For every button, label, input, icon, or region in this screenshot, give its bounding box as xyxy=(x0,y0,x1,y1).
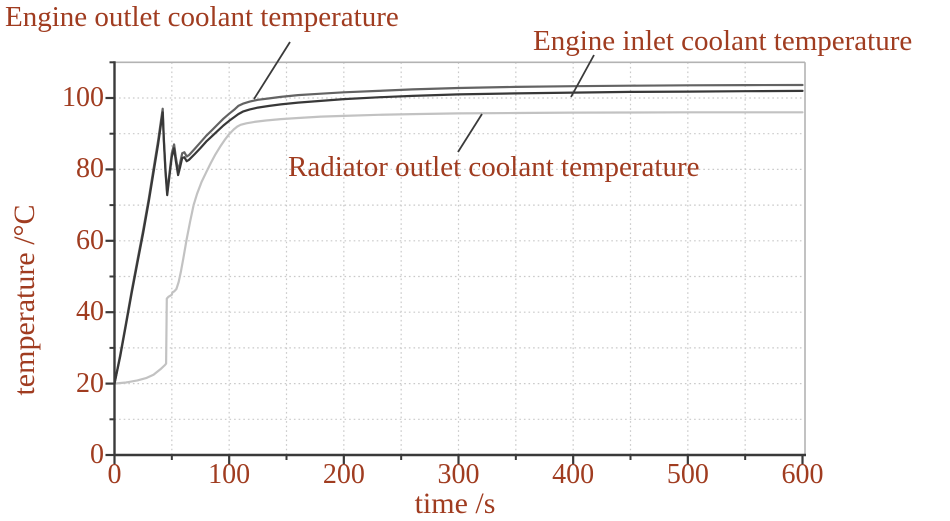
y-tick-label: 80 xyxy=(76,153,104,185)
x-tick-label: 600 xyxy=(781,459,824,490)
annotation-line xyxy=(457,113,483,153)
x-tick-label: 0 xyxy=(107,459,122,490)
curve-radiator-outlet-coolant-temperature xyxy=(113,111,804,385)
x-axis-title: time /s xyxy=(414,487,496,520)
x-tick-label: 300 xyxy=(437,459,480,490)
y-tick-label: 0 xyxy=(90,439,104,470)
x-tick-label: 500 xyxy=(666,459,709,490)
y-tick-label: 20 xyxy=(76,367,104,399)
y-tick-label: 100 xyxy=(62,82,104,113)
y-tick-label: 40 xyxy=(76,296,104,328)
series-label-radiator-outlet: Radiator outlet coolant temperature xyxy=(288,151,700,183)
series-label-engine-outlet: Engine outlet coolant temperature xyxy=(5,1,399,33)
series-label-engine-inlet: Engine inlet coolant temperature xyxy=(533,25,913,57)
y-tick-label: 60 xyxy=(76,224,104,256)
x-tick-label: 100 xyxy=(208,459,251,490)
curve-engine-inlet-coolant-temperature xyxy=(113,89,804,385)
annotation-line xyxy=(570,54,595,98)
x-tick-label: 200 xyxy=(322,459,365,490)
annotation-line xyxy=(253,41,291,100)
x-tick-label: 400 xyxy=(552,459,595,490)
